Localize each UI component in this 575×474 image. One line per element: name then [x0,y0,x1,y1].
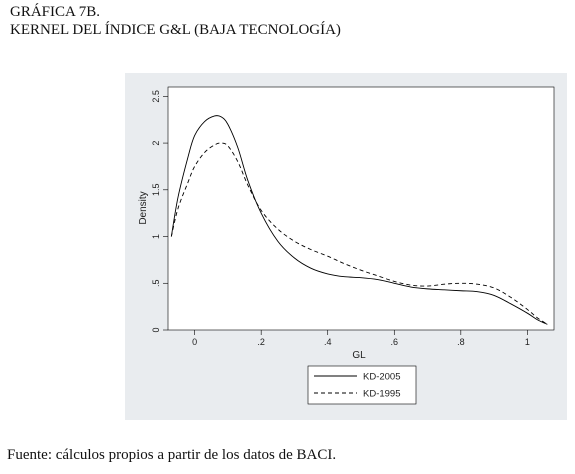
x-axis: 0 .2 .4 .6 .8 1 [192,330,530,347]
x-tick-label: .2 [257,337,265,347]
legend-label-kd-1995: KD-1995 [363,389,401,400]
y-tick-label: 2.5 [151,90,161,103]
x-axis-label: GL [352,350,366,361]
source-note: Fuente: cálculos propios a partir de los… [7,447,337,463]
y-tick-label: 2 [151,141,161,146]
y-tick-label: 0 [151,327,161,332]
series-layer [170,115,548,325]
x-tick-label: 1 [525,337,530,347]
legend-label-kd-2005: KD-2005 [363,372,401,383]
figure-title: KERNEL DEL ÍNDICE G&L (BAJA TECNOLOGÍA) [10,22,341,38]
x-tick-label: .6 [391,337,399,347]
x-tick-label: 0 [192,337,197,347]
plot-area [167,86,555,331]
y-tick-label: .5 [151,280,161,288]
x-tick-label: .4 [324,337,332,347]
x-tick-label: .8 [457,337,465,347]
y-tick-label: 1.5 [151,184,161,197]
chart-panel: 0 .5 1 1.5 2 2.5 0 .2 .4 .6 .8 1 Density GL KD-200… [125,73,567,420]
y-axis-label: Density [138,191,149,224]
series-line-kd-2005 [170,115,548,325]
y-tick-label: 1 [151,234,161,239]
legend: KD-2005 KD-1995 [307,365,417,405]
series-line-kd-1995 [170,142,548,325]
figure-label: GRÁFICA 7B. [10,4,101,20]
kernel-density-chart: 0 .5 1 1.5 2 2.5 0 .2 .4 .6 .8 1 Density GL KD-200… [138,86,555,405]
y-axis: 0 .5 1 1.5 2 2.5 [151,90,168,333]
legend-box [307,365,417,405]
